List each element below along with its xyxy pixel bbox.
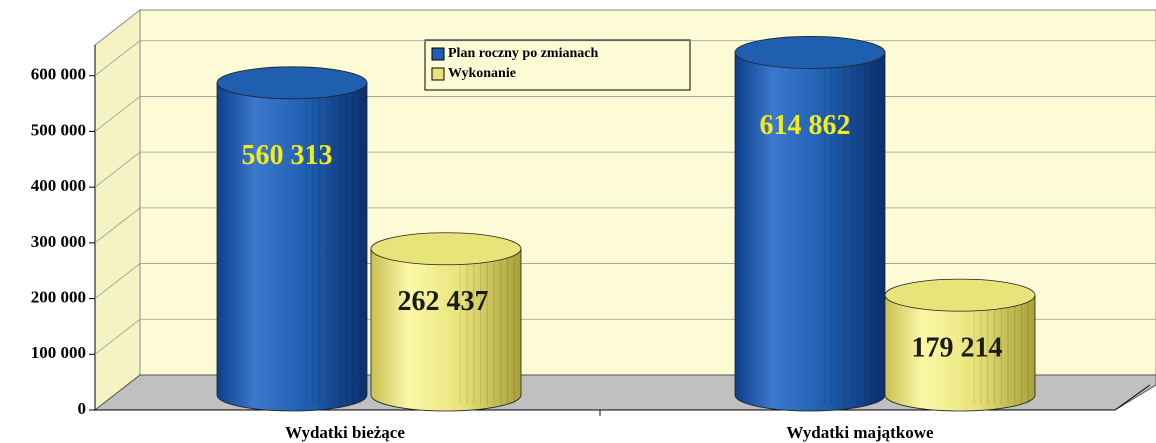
y-tick-label: 100 000 <box>31 343 86 362</box>
value-label: 262 437 <box>398 286 489 317</box>
x-tick-label: Wydatki majątkowe <box>786 423 934 442</box>
y-tick-label: 200 000 <box>31 287 86 306</box>
bar <box>370 232 522 412</box>
bar-body <box>884 294 1036 412</box>
grid-line-side <box>94 207 141 244</box>
grid-line-side <box>94 263 141 299</box>
value-label: 614 862 <box>760 110 851 141</box>
legend-box <box>424 39 691 91</box>
legend-label: Wykonanie <box>448 66 516 81</box>
bar <box>216 66 368 412</box>
bar-body <box>734 52 886 412</box>
x-axis-end <box>1114 384 1151 411</box>
y-tick-label: 500 000 <box>31 120 86 139</box>
value-label: 560 313 <box>242 140 333 171</box>
bar <box>884 278 1036 412</box>
grid-line-side <box>94 318 141 355</box>
value-label: 179 214 <box>912 333 1003 364</box>
bar-body <box>216 82 368 412</box>
grid-line-side <box>94 151 141 188</box>
y-tick-label: 0 <box>78 399 87 418</box>
grid-line-side <box>94 40 141 77</box>
y-tick-label: 600 000 <box>31 65 86 84</box>
bar-body <box>370 248 522 412</box>
legend-label: Plan roczny po zmianach <box>448 46 598 61</box>
x-tick-label: Wydatki bieżące <box>285 423 405 442</box>
legend-swatch <box>431 47 445 61</box>
bar-top <box>216 66 368 100</box>
y-tick-label: 300 000 <box>31 232 86 251</box>
bar <box>734 36 886 412</box>
bar-top <box>734 36 886 69</box>
grid-line-side <box>94 96 141 132</box>
legend: Plan roczny po zmianach Wykonanie <box>424 39 691 91</box>
bar-top <box>884 278 1036 312</box>
bar-top <box>370 232 522 266</box>
y-tick-label: 400 000 <box>31 176 86 195</box>
legend-swatch <box>431 67 445 81</box>
